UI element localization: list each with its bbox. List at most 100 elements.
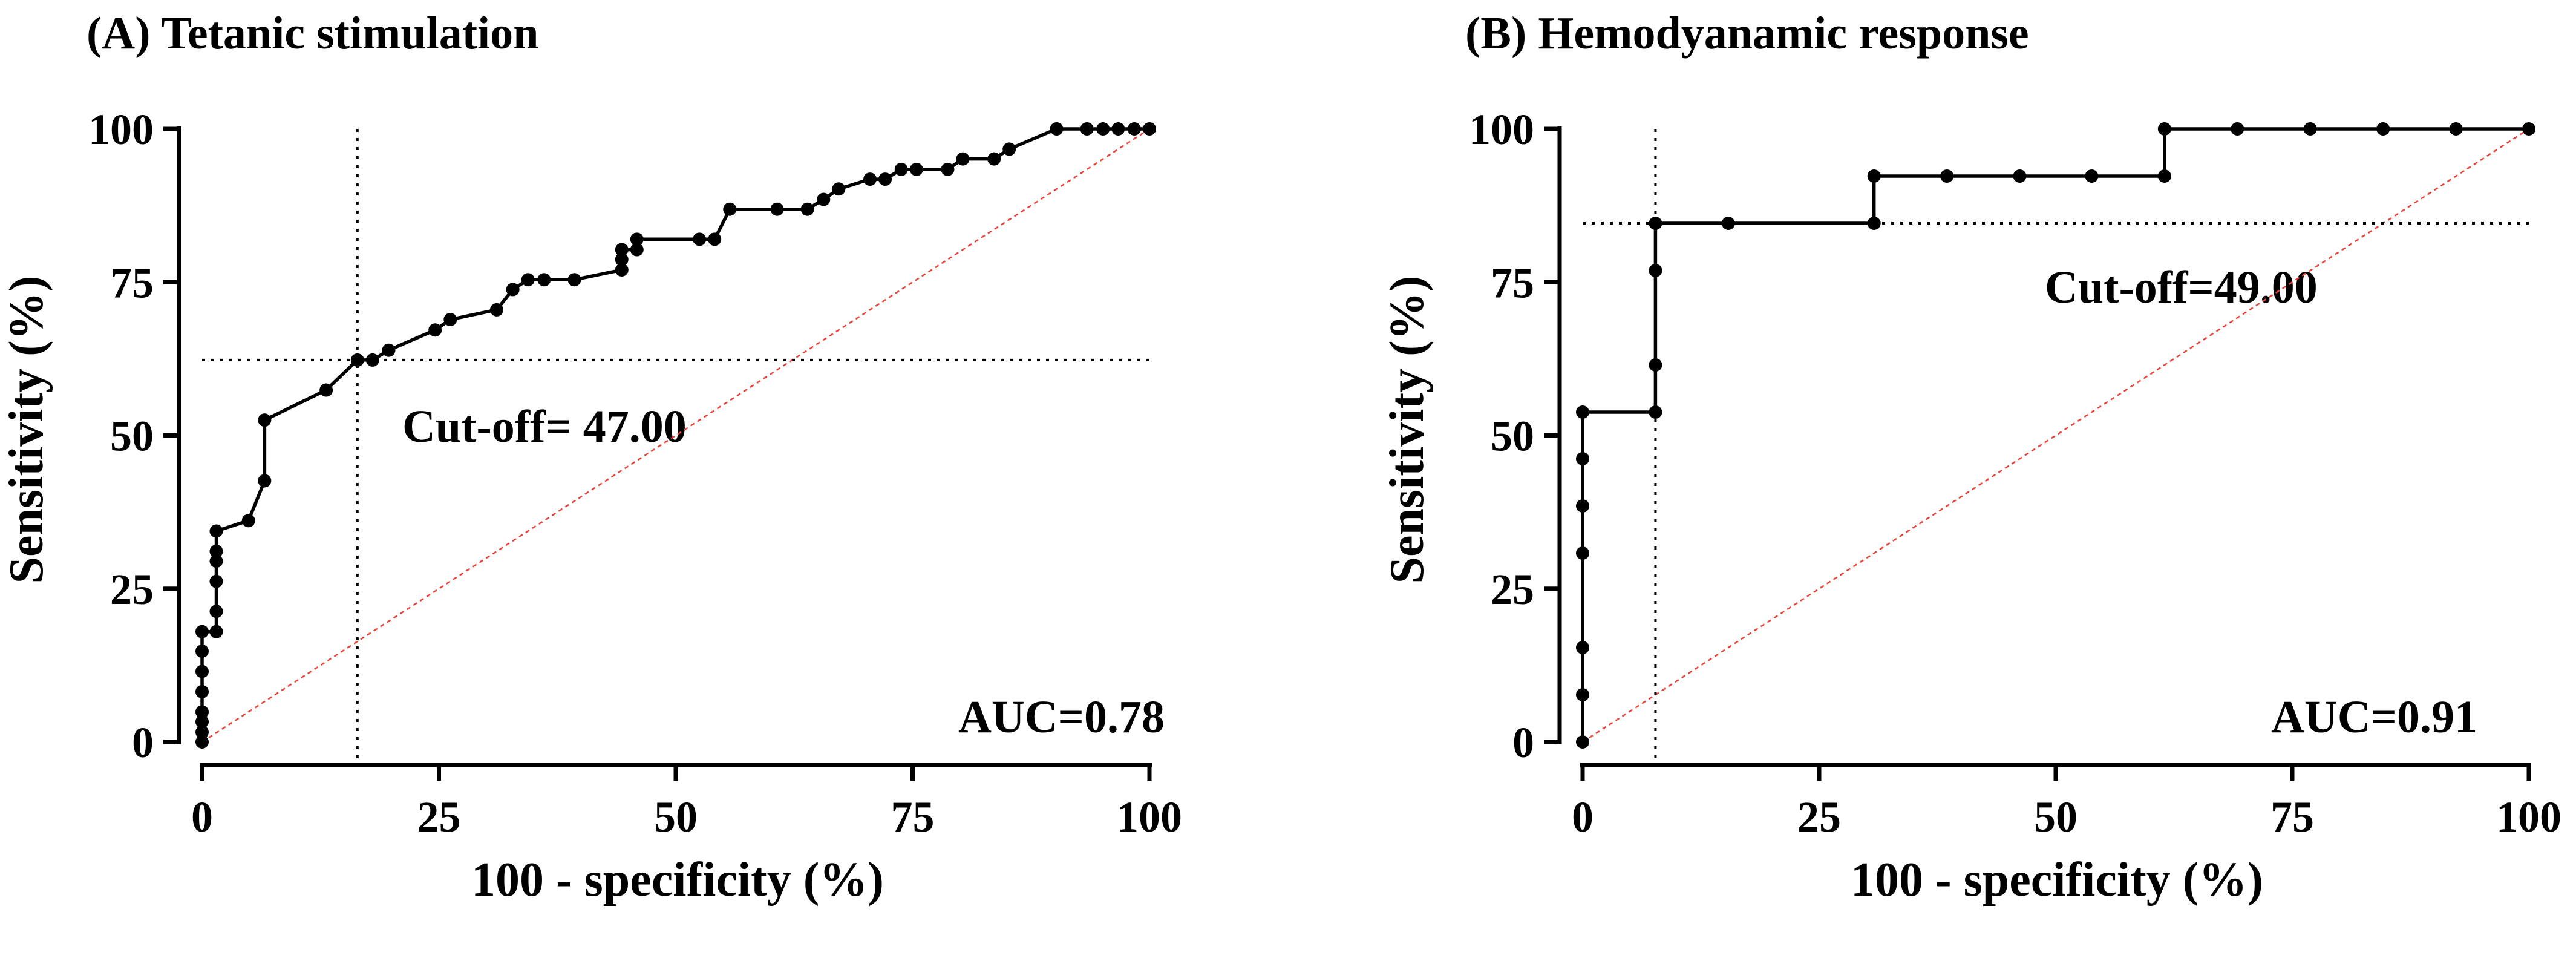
panel-a-roc-point xyxy=(1127,122,1141,136)
panel-b-x-tick-label: 25 xyxy=(1797,793,1841,841)
panel-a-roc-point xyxy=(723,202,737,216)
panel-b-roc-point xyxy=(1721,217,1735,231)
panel-b-roc-point xyxy=(2449,122,2463,136)
panel-a-roc-point xyxy=(630,232,644,246)
panel-a-roc-point xyxy=(878,172,892,186)
panel-b-roc-point xyxy=(1649,264,1662,278)
panel-a-roc-point xyxy=(832,182,846,196)
panel-a-roc-point xyxy=(209,605,223,618)
panel-a-roc-point xyxy=(615,252,629,266)
panel-a-roc-point xyxy=(195,705,209,719)
panel-a-y-tick-label: 25 xyxy=(110,565,154,614)
panel-b-y-tick-label: 50 xyxy=(1491,412,1534,461)
panel-a-y-tick-label: 100 xyxy=(88,105,154,154)
panel-a-y-tick-label: 50 xyxy=(110,412,154,461)
panel-b-title: (B) Hemodyanamic response xyxy=(1465,8,2029,59)
panel-b-reference-diagonal xyxy=(1582,128,2529,743)
panel-a-x-tick-label: 25 xyxy=(417,793,461,841)
panel-b-roc-point xyxy=(2376,122,2390,136)
panel-a-roc-point xyxy=(365,353,379,367)
panel-a-roc-point xyxy=(987,152,1001,166)
panel-a-roc-point xyxy=(258,413,272,427)
panel-b-roc-point xyxy=(1576,687,1589,701)
panel-b-roc-point xyxy=(1576,640,1589,654)
panel-b-roc-point xyxy=(1867,217,1881,231)
panel-b-y-tick-label: 0 xyxy=(1512,718,1534,767)
panel-a-roc-point xyxy=(319,383,333,397)
panel-b-x-tick-label: 0 xyxy=(1572,793,1594,841)
panel-b-x-tick-label: 50 xyxy=(2034,793,2077,841)
panel-a-roc-point xyxy=(209,574,223,588)
panel-a-roc-point xyxy=(195,735,209,749)
panel-a-roc-point xyxy=(195,645,209,658)
panel-a-roc-point xyxy=(241,514,255,528)
panel-a-x-tick-label: 100 xyxy=(1117,793,1182,841)
panel-a-title: (A) Tetanic stimulation xyxy=(87,8,538,59)
panel-b-roc-point xyxy=(1576,451,1589,465)
panel-a-roc-point xyxy=(1096,122,1110,136)
panel-a-roc-point xyxy=(209,625,223,638)
panel-a-cutoff-label: Cut-off= 47.00 xyxy=(402,401,687,452)
panel-b-roc-point xyxy=(1576,546,1589,560)
panel-a-roc-point xyxy=(209,524,223,538)
panel-a-roc-point xyxy=(1050,122,1064,136)
panel-a-roc-point xyxy=(770,202,784,216)
panel-b-hemodynamic-response: (B) Hemodyanamic response Sensitivity (%… xyxy=(1381,8,2561,907)
panel-a-roc-point xyxy=(1143,122,1156,136)
panel-b-roc-curve xyxy=(1581,127,2529,742)
panel-b-auc-label: AUC=0.91 xyxy=(2271,692,2477,743)
panel-a-roc-point xyxy=(195,684,209,698)
panel-b-roc-point xyxy=(2157,169,2171,183)
panel-b-roc-point xyxy=(1940,169,1954,183)
panel-a-roc-point xyxy=(195,715,209,729)
panel-a-roc-point xyxy=(209,544,223,558)
panel-a-roc-point xyxy=(941,162,955,176)
panel-b-y-tick-label: 100 xyxy=(1469,105,1534,154)
panel-a-roc-point xyxy=(615,263,629,277)
panel-b-y-tick-label: 25 xyxy=(1491,565,1534,614)
panel-b-roc-point xyxy=(2231,122,2244,136)
panel-a-roc-point xyxy=(567,273,581,287)
panel-a-roc-point xyxy=(630,243,644,257)
panel-a-roc-point xyxy=(506,283,520,297)
panel-b-roc-point xyxy=(2157,122,2171,136)
panel-a-roc-point xyxy=(1002,142,1016,156)
panel-b-x-axis-title: 100 - specificity (%) xyxy=(1851,853,2263,907)
panel-b-y-tick-label: 75 xyxy=(1491,258,1534,307)
panel-b-roc-point xyxy=(1649,358,1662,372)
panel-a-roc-point xyxy=(490,303,504,317)
panel-a-roc-point xyxy=(863,172,877,186)
panel-a-roc-point xyxy=(1111,122,1125,136)
panel-b-roc-point xyxy=(1576,405,1589,419)
panel-a-y-tick-label: 75 xyxy=(110,258,154,307)
panel-a-roc-point xyxy=(537,273,551,287)
panel-a-x-tick-label: 0 xyxy=(191,793,213,841)
panel-b-roc-point xyxy=(2085,169,2099,183)
panel-b-roc-point xyxy=(1576,499,1589,513)
panel-a-x-tick-label: 75 xyxy=(891,793,935,841)
panel-b-roc-point xyxy=(2522,122,2535,136)
panel-a-roc-point xyxy=(817,192,831,206)
panel-a-roc-point xyxy=(443,313,457,327)
panel-a-roc-point xyxy=(195,625,209,638)
panel-a-y-tick-label: 0 xyxy=(132,718,154,767)
panel-b-y-axis-title: Sensitivity (%) xyxy=(1381,276,1434,584)
panel-a-x-axis-title: 100 - specificity (%) xyxy=(471,853,884,907)
panel-a-roc-point xyxy=(209,554,223,568)
panel-a-roc-point xyxy=(956,152,970,166)
panel-a-roc-point xyxy=(195,725,209,739)
panel-b-roc-point xyxy=(2013,169,2027,183)
panel-a-tetanic-stimulation: (A) Tetanic stimulation Sensitivity (%) … xyxy=(0,8,1182,907)
panel-a-roc-point xyxy=(894,162,908,176)
panel-a-roc-point xyxy=(1080,122,1094,136)
panel-b-roc-point xyxy=(1576,735,1589,749)
panel-b-roc-point xyxy=(1867,169,1881,183)
panel-a-roc-point xyxy=(693,232,707,246)
panel-b-x-tick-label: 75 xyxy=(2270,793,2314,841)
panel-b-roc-point xyxy=(1649,405,1662,419)
panel-a-roc-point xyxy=(800,202,814,216)
panel-a-roc-point xyxy=(258,474,272,488)
panel-a-roc-point xyxy=(350,353,364,367)
panel-b-roc-point xyxy=(1649,217,1662,231)
